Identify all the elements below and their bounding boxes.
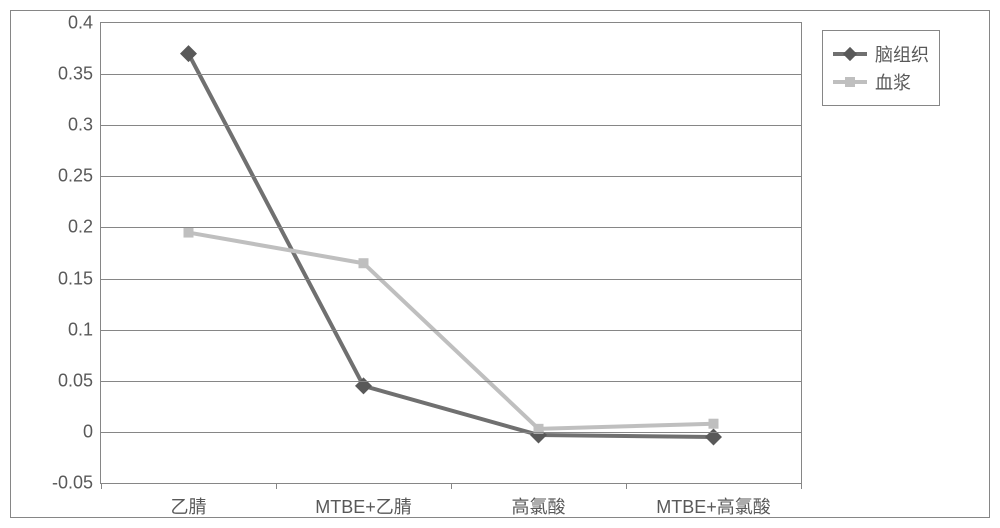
legend-marker-icon (845, 77, 855, 87)
ytick-label: 0.1 (68, 319, 93, 340)
legend-marker-icon (843, 47, 857, 61)
legend-row: 脑组织 (833, 41, 929, 67)
xtick-label: 乙腈 (171, 493, 207, 519)
series-marker (180, 45, 197, 62)
series-marker (709, 419, 719, 429)
gridline (101, 330, 801, 331)
legend-label: 血浆 (875, 69, 911, 95)
legend-label: 脑组织 (875, 41, 929, 67)
xtick-mark (801, 483, 802, 489)
legend-swatch (833, 47, 867, 61)
ytick-label: 0.25 (58, 166, 93, 187)
legend-swatch (833, 75, 867, 89)
ytick-label: 0.05 (58, 370, 93, 391)
series-marker (359, 258, 369, 268)
gridline (101, 432, 801, 433)
ytick-label: 0.3 (68, 115, 93, 136)
xtick-mark (626, 483, 627, 489)
xtick-mark (451, 483, 452, 489)
ytick-label: 0.2 (68, 217, 93, 238)
ytick-label: 0.15 (58, 268, 93, 289)
gridline (101, 125, 801, 126)
xtick-label: MTBE+高氯酸 (656, 493, 771, 519)
ytick-label: 0 (83, 421, 93, 442)
series-marker (184, 228, 194, 238)
gridline (101, 227, 801, 228)
ytick-label: -0.05 (52, 473, 93, 494)
chart-lines-svg (101, 23, 801, 483)
xtick-label: 高氯酸 (512, 493, 566, 519)
xtick-mark (101, 483, 102, 489)
gridline (101, 176, 801, 177)
gridline (101, 381, 801, 382)
ytick-label: 0.4 (68, 13, 93, 34)
series-line (189, 233, 714, 429)
legend-row: 血浆 (833, 69, 929, 95)
xtick-mark (276, 483, 277, 489)
gridline (101, 74, 801, 75)
chart-container: -0.05 0 0.05 0.1 0.15 0.2 0.25 0.3 0.35 0.4 乙腈 MTBE… (0, 0, 1000, 528)
ytick-label: 0.35 (58, 64, 93, 85)
legend: 脑组织血浆 (822, 30, 940, 106)
xtick-label: MTBE+乙腈 (315, 493, 412, 519)
plot-area: -0.0500.050.10.150.20.250.30.350.4乙腈MTBE… (100, 22, 802, 484)
gridline (101, 279, 801, 280)
